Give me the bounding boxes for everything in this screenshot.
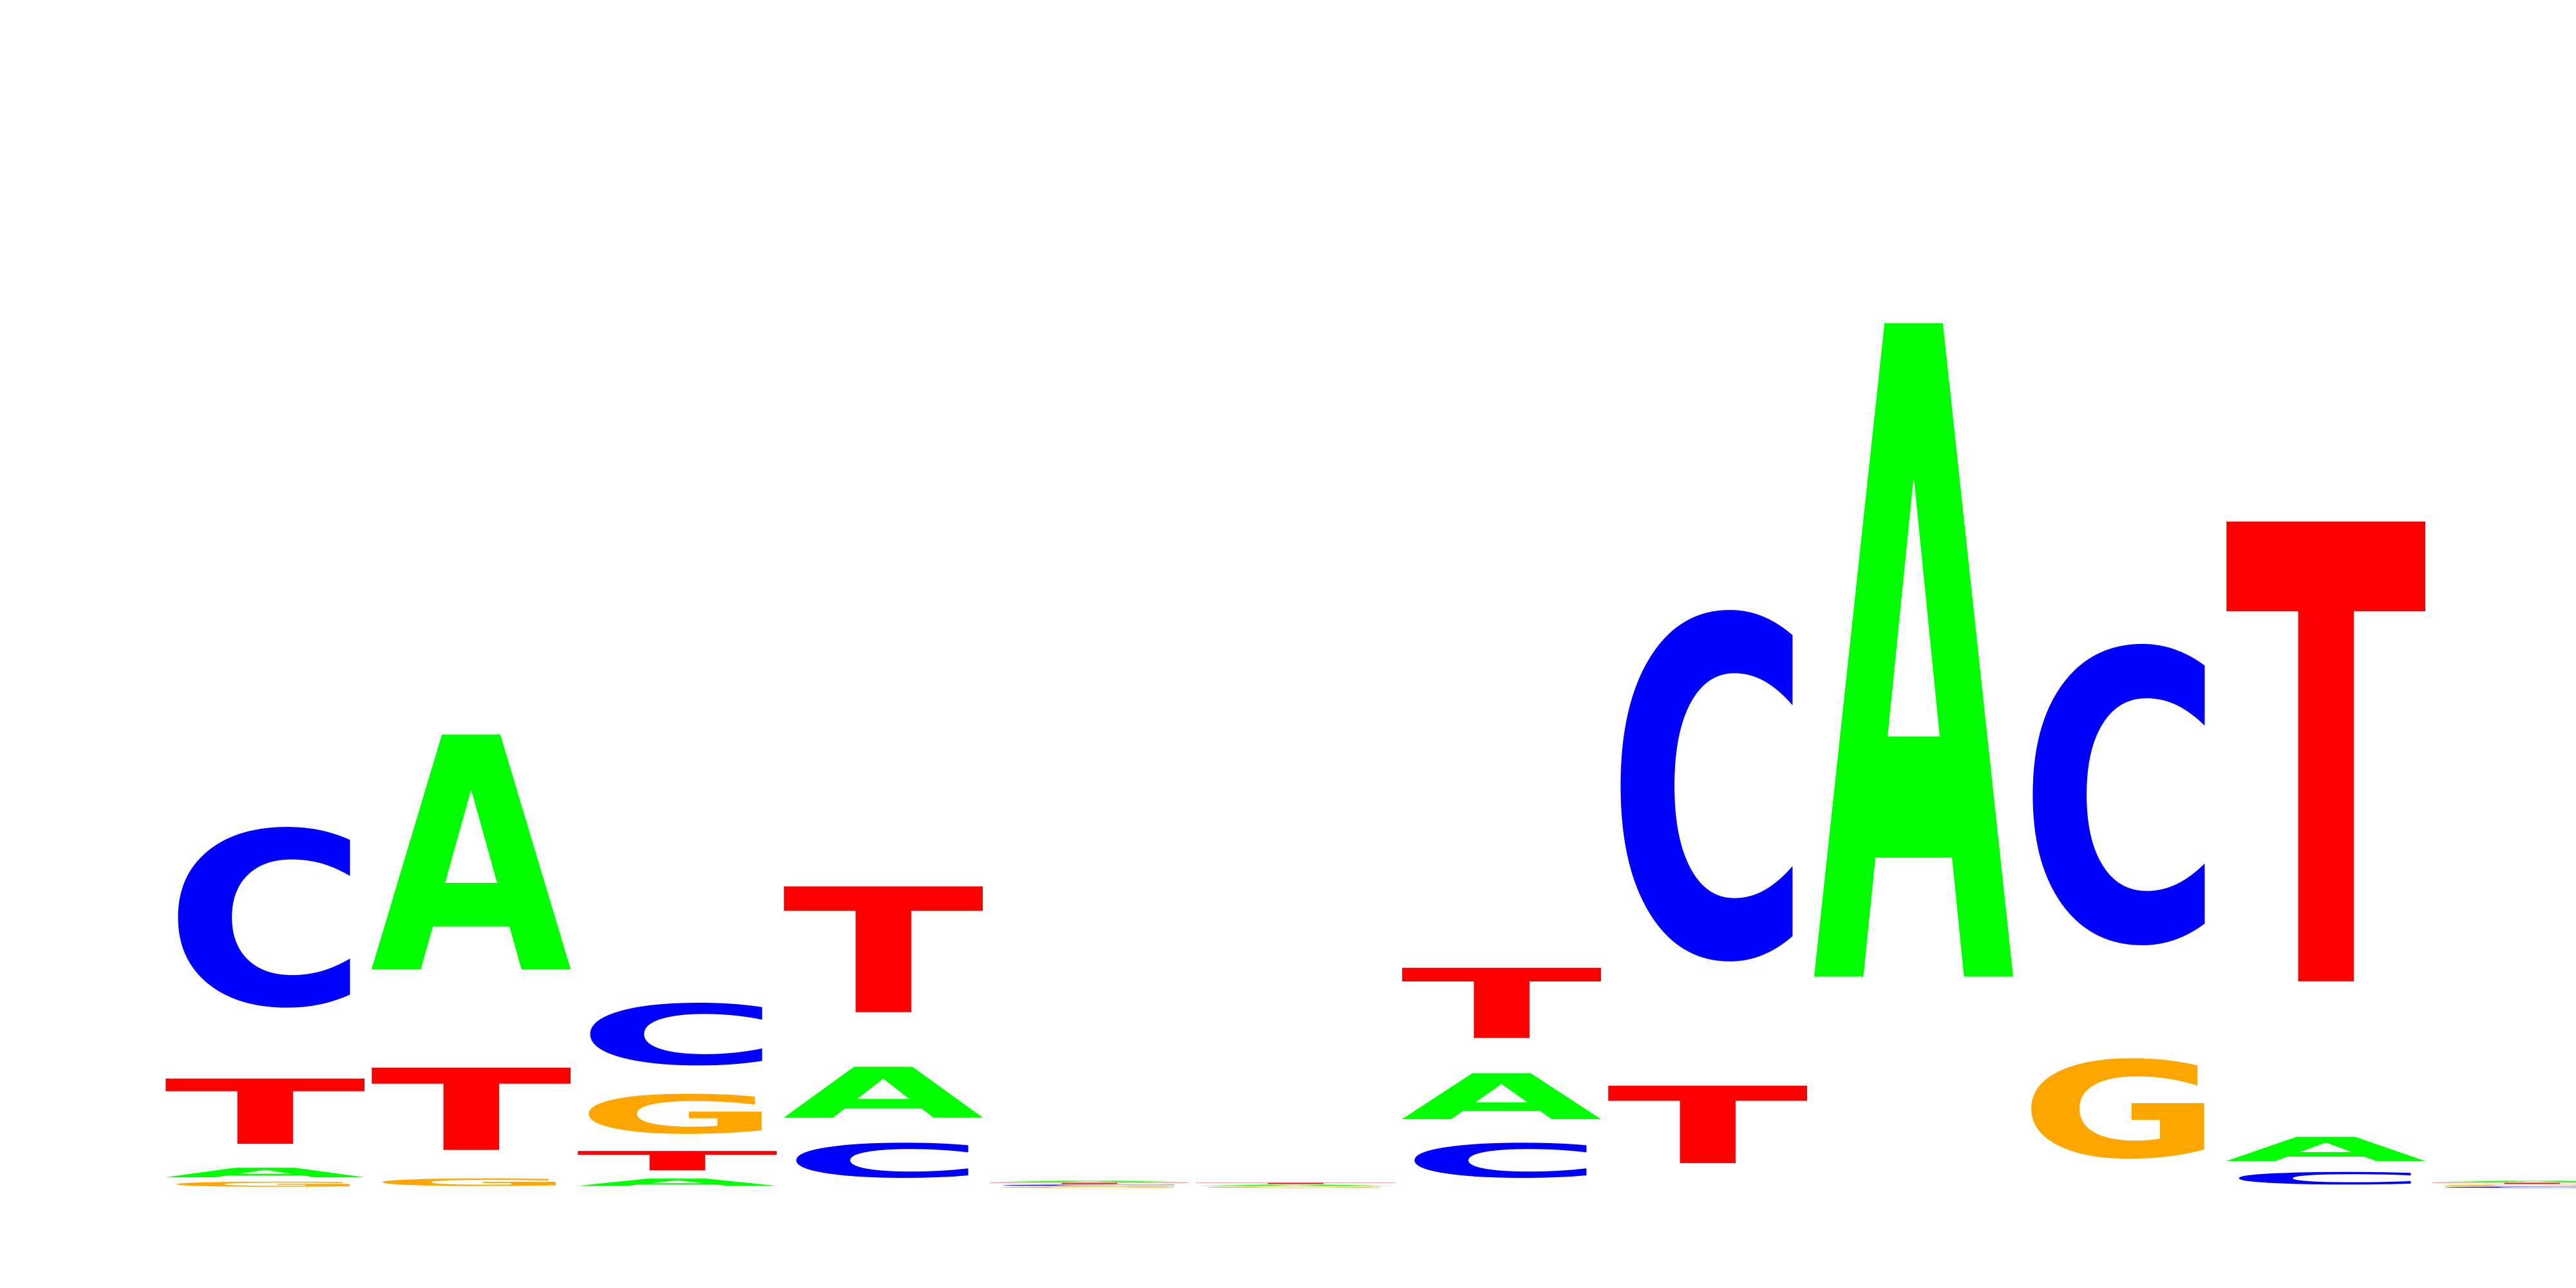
logo-letter-a: A (1401, 1061, 1604, 1134)
logo-column-7: CAT (1401, 949, 1604, 1188)
logo-column-8: TC (1607, 524, 1810, 1189)
logo-letter-c: C (1401, 1134, 1604, 1188)
logo-letter-t: T (1607, 1065, 1810, 1188)
logo-letter-g: G (2431, 1184, 2576, 1186)
logo-letter-g: G (989, 1186, 1192, 1188)
logo-letter-c: C (576, 987, 780, 1084)
logo-letter-t: T (1195, 1182, 1398, 1184)
logo-letter-a: A (989, 1180, 1192, 1182)
logo-column-10: GC (2019, 569, 2222, 1188)
logo-letter-c: C (2019, 569, 2222, 1034)
logo-letter-t: T (370, 1045, 574, 1177)
logo-letter-t: T (576, 1146, 780, 1177)
logo-letter-g: G (164, 1180, 368, 1188)
logo-letter-c: C (2225, 1169, 2429, 1188)
logo-letter-a: A (1195, 1184, 1398, 1186)
logo-column-4: CAT (782, 852, 986, 1188)
logo-letter-g: G (576, 1084, 780, 1146)
logo-letter-c: C (782, 1134, 986, 1188)
logo-letter-t: T (1401, 949, 1604, 1061)
logo-letter-a: A (1813, 145, 2016, 1188)
logo-letter-g: G (2019, 1034, 2222, 1188)
logo-column-11: CAT (2225, 397, 2429, 1188)
logo-column-6: GAT (1195, 1182, 1398, 1188)
logo-letter-c: C (164, 782, 368, 1061)
logo-letter-c: C (1607, 524, 1810, 1065)
logo-letter-a: A (370, 671, 574, 1046)
logo-letter-t: T (989, 1182, 1192, 1184)
logo-letter-a: A (576, 1177, 780, 1188)
logo-columns: GATCGTAATGCCATGCTAGATCATTCAGCCATCGTA (164, 145, 2576, 1188)
logo-letter-a: A (164, 1165, 368, 1180)
logo-letter-a: A (2431, 1180, 2576, 1182)
logo-letter-g: G (370, 1177, 574, 1188)
logo-letter-t: T (2225, 397, 2429, 1130)
logo-column-9: A (1813, 145, 2016, 1188)
logo-column-2: GTA (370, 671, 574, 1188)
logo-letter-t: T (2431, 1182, 2576, 1184)
logo-letter-t: T (782, 852, 986, 1053)
logo-letter-t: T (164, 1061, 368, 1165)
logo-letter-c: C (989, 1184, 1192, 1186)
logo-letter-a: A (2225, 1130, 2429, 1169)
logo-letter-g: G (1195, 1186, 1398, 1188)
logo-letter-c: C (2431, 1186, 2576, 1188)
logo-letter-a: A (782, 1053, 986, 1134)
